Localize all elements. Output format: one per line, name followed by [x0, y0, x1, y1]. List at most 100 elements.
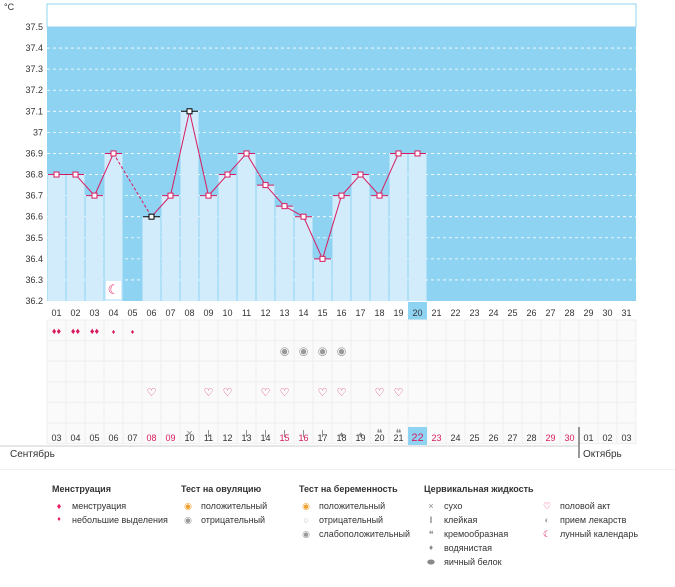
y-tick-label: 37.5: [25, 22, 43, 32]
pill-icon: ◐: [544, 515, 550, 525]
legend-label: яичный белок: [444, 557, 502, 567]
icon-grid-cell: [616, 319, 637, 342]
icon-grid-cell: [616, 401, 637, 424]
cycle-day-label: 24: [488, 308, 498, 318]
legend-item: ❝ кремообразная: [424, 527, 534, 541]
legend-label: положительный: [201, 501, 268, 511]
temperature-line-segment: [75, 174, 95, 196]
heart-icon: ♡: [542, 501, 552, 511]
heart-icon: ♡: [280, 387, 290, 399]
calendar-date-label: 30: [564, 433, 574, 443]
cycle-day-label: 19: [393, 308, 403, 318]
temperature-line-segment: [113, 153, 152, 217]
icon-grid-cell: [597, 401, 618, 424]
y-tick-label: 36.9: [25, 148, 43, 158]
calendar-date-label: 29: [545, 433, 555, 443]
cycle-day-label: 13: [279, 308, 289, 318]
temperature-line-segment: [341, 174, 361, 196]
temperature-bar: [256, 185, 275, 301]
calendar-date-label: 12: [222, 433, 232, 443]
icon-grid-cell: [597, 360, 618, 383]
calendar-date-label: 26: [488, 433, 498, 443]
watery-drop-icon: ♦: [339, 430, 343, 439]
legend-item: ⬬ яичный белок: [424, 555, 534, 569]
temperature-point: [300, 213, 307, 220]
ovulation-negative-icon: ◉: [299, 346, 309, 358]
icon-grid-cell: [540, 401, 561, 424]
blood-drops-icon: ♦♦: [71, 326, 81, 336]
ovulation-negative-icon: ◉: [280, 346, 290, 358]
icon-grid-cell: [160, 381, 181, 403]
moon-icon: ☾: [108, 282, 120, 297]
temperature-bar: [66, 174, 85, 301]
cycle-day-label: 04: [108, 308, 118, 318]
temperature-bar: [389, 153, 408, 301]
icon-grid-cell: [84, 360, 105, 383]
icon-grid-cell: [483, 319, 504, 342]
creamy-icon: ❝: [377, 428, 383, 440]
icon-grid-cell: [445, 360, 466, 383]
icon-grid-cell: [369, 360, 390, 383]
icon-grid-cell: [65, 381, 86, 403]
dry-cross-icon: ×: [428, 501, 434, 511]
icon-grid-cell: [521, 319, 542, 342]
cycle-day-label: 20: [412, 308, 422, 318]
icon-grid-cell: [141, 401, 162, 424]
icon-grid-cell: [103, 360, 124, 383]
heart-icon: ♡: [147, 387, 157, 399]
cycle-day-label: 23: [469, 308, 479, 318]
icon-grid-cell: [445, 381, 466, 403]
egg-white-icon: ⬬: [427, 557, 435, 567]
icon-grid-cell: [502, 360, 523, 383]
legend-item: ♦ менструация: [52, 499, 168, 513]
icon-grid-cell: [597, 340, 618, 362]
temperature-line-segment: [360, 174, 380, 196]
ovulation-positive-icon: ◉: [184, 501, 192, 511]
icon-grid-cell: [122, 381, 143, 403]
legend-item: ◉ слабоположительный: [299, 527, 410, 541]
calendar-date-label: 03: [621, 433, 631, 443]
heart-icon: ♡: [375, 387, 385, 399]
icon-grid-cell: [198, 319, 219, 342]
icon-grid-cell: [293, 360, 314, 383]
y-tick-label: 36.6: [25, 212, 43, 222]
calendar-date-label: 09: [165, 433, 175, 443]
legend-label: небольшие выделения: [72, 515, 168, 525]
temperature-bar: [47, 174, 66, 301]
legend-label: слабоположительный: [319, 529, 411, 539]
temperature-line-segment: [170, 111, 190, 196]
icon-grid-cell: [179, 381, 200, 403]
calendar-date-label: 13: [241, 433, 251, 443]
icon-grid-cell: [122, 340, 143, 362]
icon-grid-cell: [179, 360, 200, 383]
heart-icon: ♡: [394, 387, 404, 399]
calendar-date-label: 20: [374, 433, 384, 443]
icon-grid-cell: [141, 360, 162, 383]
blood-drops-icon: ♦♦: [52, 326, 62, 336]
cycle-day-label: 08: [184, 308, 194, 318]
icon-grid-cell: [426, 319, 447, 342]
icon-grid-cell: [407, 360, 428, 383]
calendar-date-label: 19: [355, 433, 365, 443]
sticky-icon: I: [429, 515, 433, 525]
icon-grid-cell: [388, 401, 409, 424]
icon-grid-cell: [84, 401, 105, 424]
moon-icon: ☾: [542, 529, 552, 539]
icon-grid-cell: [464, 360, 485, 383]
temperature-bar: [351, 174, 370, 301]
legend-ovulation: Тест на овуляцию ◉ положительный ◉ отрицат…: [181, 482, 267, 527]
icon-grid-cell: [407, 319, 428, 342]
temperature-bar: [275, 206, 294, 301]
icon-grid-cell: [559, 340, 580, 362]
icon-grid-cell: [46, 381, 67, 403]
icon-grid-cell: [312, 319, 333, 342]
heart-icon: ♡: [223, 387, 233, 399]
month-label: Сентябрь: [10, 448, 55, 460]
temperature-point: [110, 150, 117, 157]
temperature-line-segment: [151, 195, 171, 218]
legend-item: × сухо: [424, 499, 534, 513]
heart-icon: ♡: [261, 387, 271, 399]
calendar-date-label: 04: [70, 433, 80, 443]
icon-grid-cell: [521, 401, 542, 424]
